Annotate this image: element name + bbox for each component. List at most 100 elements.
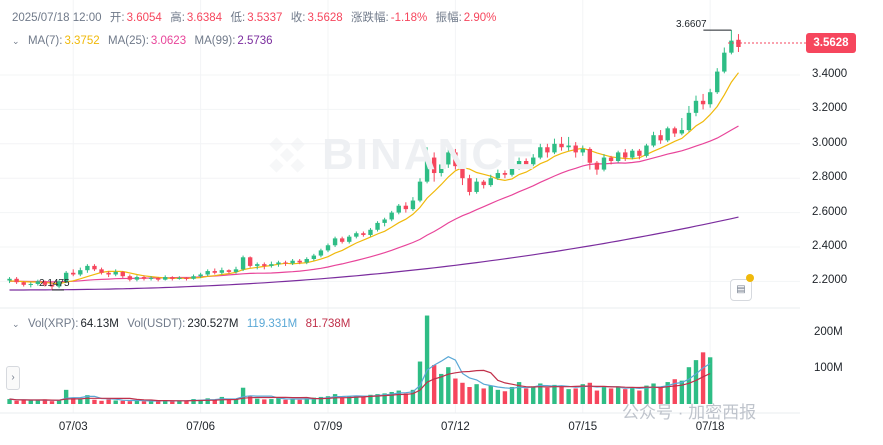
candle-body (686, 112, 692, 131)
volume-bar (474, 384, 479, 404)
volume-bar (219, 396, 225, 404)
volume-bar (35, 400, 41, 404)
volume-bar (134, 400, 140, 404)
volume-bar (226, 399, 232, 404)
notes-icon[interactable]: ▤ (730, 279, 752, 301)
ma99-label: MA(99): (194, 35, 236, 47)
volume-bar (205, 398, 210, 404)
volume-bar (623, 389, 628, 404)
candle-body (509, 167, 515, 175)
candle-datetime: 2025/07/18 12:00 (12, 12, 102, 24)
vol-usdt-label: Vol(USDT): (127, 318, 186, 330)
volume-bar (276, 397, 281, 404)
candle-body (474, 181, 479, 192)
candle-body (431, 157, 437, 174)
candle-body (495, 173, 501, 179)
volume-bar (707, 357, 713, 404)
vol-xrp-value: 64.13M (80, 318, 119, 330)
candle-body (665, 128, 670, 141)
candle-body (113, 271, 118, 275)
candle-body (644, 145, 649, 156)
volume-bar (382, 393, 387, 404)
candle-body (155, 277, 161, 280)
candle-body (417, 181, 423, 201)
ma99-value: 2.5736 (237, 35, 273, 47)
candle-body (439, 164, 444, 174)
candle-body (63, 272, 69, 282)
candle-body (580, 148, 585, 153)
volume-bar (78, 399, 83, 404)
volume-bar (410, 389, 416, 404)
volume-bar (290, 399, 295, 404)
candle-body (630, 150, 635, 158)
candle-body (177, 277, 182, 279)
low-label: 低: (230, 12, 246, 24)
candle-body (679, 130, 685, 134)
volume-legend: ⌄ Vol(XRP): 64.13M Vol(USDT): 230.527M 119… (12, 318, 352, 330)
volume-bar (523, 388, 529, 404)
candle-body (658, 135, 663, 141)
volume-bar (255, 398, 260, 404)
candle-body (516, 161, 522, 168)
candle-body (219, 270, 225, 273)
volume-bar (325, 396, 331, 404)
vol-chevron-icon[interactable]: ⌄ (12, 319, 20, 329)
candle-body (290, 260, 295, 264)
volume-bar (198, 399, 203, 404)
ohlc-legend: 2025/07/18 12:00 开: 3.6054 高: 3.6384 低: 3.5… (12, 9, 498, 25)
candle-body (587, 148, 593, 163)
volume-bar (615, 386, 621, 404)
volume-bar (481, 388, 486, 404)
volume-bar (545, 387, 550, 404)
candle-body (736, 39, 741, 47)
amplitude-label: 振幅: (435, 12, 462, 24)
candle-body (233, 269, 239, 272)
volume-bar (594, 390, 600, 404)
candle-body (707, 92, 713, 105)
candle-body (729, 40, 734, 53)
binance-watermark: BINANCE (322, 130, 537, 179)
candle-body (106, 272, 111, 275)
candle-body (92, 265, 97, 270)
candle-body (269, 264, 274, 266)
candle-body (651, 135, 656, 146)
volume-bar (439, 373, 444, 404)
collapse-chevron-icon[interactable]: ⌄ (12, 36, 20, 46)
candle-body (134, 277, 140, 280)
x-tick-label: 07/06 (186, 421, 215, 433)
volume-bar (431, 365, 437, 404)
vol-ma1-value: 119.331M (246, 318, 298, 330)
candles (7, 30, 741, 290)
volume-bar (644, 385, 649, 404)
vol-usdt-value: 230.527M (187, 318, 239, 330)
volume-bar (538, 383, 543, 404)
candle-body (262, 264, 267, 266)
volume-bar (283, 399, 288, 404)
volume-bar (658, 387, 663, 404)
volume-bar (679, 380, 685, 404)
candle-body (375, 222, 380, 230)
candle-body (14, 278, 19, 283)
low-value: 3.5337 (247, 12, 283, 24)
high-marker-label: 3.6607 (676, 19, 707, 30)
candle-body (339, 238, 345, 242)
change-label: 涨跌幅: (351, 12, 389, 24)
candle-body (545, 147, 550, 153)
candle-body (424, 157, 430, 182)
candle-body (283, 262, 288, 264)
volume-bar (651, 383, 656, 404)
y-tick-label: 3.4000 (812, 68, 848, 81)
candle-body (488, 178, 493, 186)
volume-bar (318, 396, 324, 404)
volume-ma2-line (9, 369, 711, 402)
candle-body (56, 281, 62, 287)
volume-bar (7, 399, 12, 404)
candle-body (205, 271, 210, 275)
volume-bar (403, 393, 409, 404)
candle-body (71, 272, 76, 275)
candle-body (297, 260, 302, 263)
candle-body (49, 284, 55, 287)
volume-bar (120, 400, 125, 404)
expand-panel-button[interactable]: › (6, 366, 20, 390)
